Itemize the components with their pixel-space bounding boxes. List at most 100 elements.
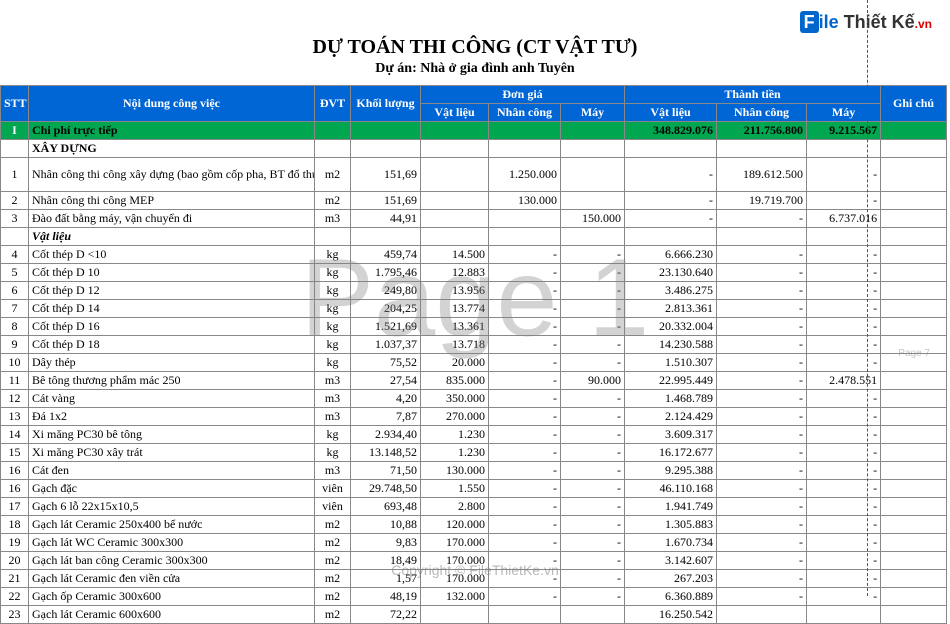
table-cell: - <box>561 408 625 426</box>
table-row: IChi phí trực tiếp348.829.076211.756.800… <box>1 122 947 140</box>
table-cell: m3 <box>315 210 351 228</box>
table-row: 16Gạch đặcviên29.748,501.550--46.110.168… <box>1 480 947 498</box>
table-cell: - <box>807 570 881 588</box>
table-cell: m3 <box>315 390 351 408</box>
table-cell: 14.230.588 <box>625 336 717 354</box>
table-cell: - <box>561 264 625 282</box>
table-cell: - <box>717 264 807 282</box>
table-cell: 9.295.388 <box>625 462 717 480</box>
table-cell <box>807 228 881 246</box>
table-cell: 130.000 <box>489 192 561 210</box>
table-cell: - <box>717 210 807 228</box>
table-cell: kg <box>315 246 351 264</box>
table-cell <box>881 516 947 534</box>
table-cell: 72,22 <box>351 606 421 624</box>
table-cell: XÂY DỰNG <box>29 140 315 158</box>
table-cell: 130.000 <box>421 462 489 480</box>
table-cell: - <box>489 588 561 606</box>
table-cell <box>351 228 421 246</box>
table-cell: - <box>561 498 625 516</box>
table-cell <box>625 228 717 246</box>
table-cell <box>881 210 947 228</box>
table-cell: 204,25 <box>351 300 421 318</box>
table-row: 14Xi măng PC30 bê tôngkg2.934,401.230--3… <box>1 426 947 444</box>
table-cell: - <box>561 318 625 336</box>
table-cell <box>421 158 489 192</box>
table-cell: Chi phí trực tiếp <box>29 122 315 140</box>
table-cell: 6.360.889 <box>625 588 717 606</box>
table-cell: 22.995.449 <box>625 372 717 390</box>
table-cell: - <box>717 426 807 444</box>
table-row: 1Nhân công thi công xây dựng (bao gồm cố… <box>1 158 947 192</box>
table-cell: Dây thép <box>29 354 315 372</box>
table-cell: - <box>561 516 625 534</box>
table-cell <box>881 246 947 264</box>
table-row: 7Cốt thép D 14kg204,2513.774--2.813.361-… <box>1 300 947 318</box>
table-cell: 10 <box>1 354 29 372</box>
table-cell: 1 <box>1 158 29 192</box>
table-cell: 835.000 <box>421 372 489 390</box>
table-cell: m2 <box>315 552 351 570</box>
table-cell: - <box>717 498 807 516</box>
table-cell: Nhân công thi công xây dựng (bao gồm cốp… <box>29 158 315 192</box>
table-cell: 1.670.734 <box>625 534 717 552</box>
table-cell <box>315 122 351 140</box>
table-cell: 1.941.749 <box>625 498 717 516</box>
table-cell: 8 <box>1 318 29 336</box>
table-cell: Gạch lát ban công Ceramic 300x300 <box>29 552 315 570</box>
table-cell: - <box>489 246 561 264</box>
table-cell <box>881 570 947 588</box>
table-cell: 120.000 <box>421 516 489 534</box>
table-cell: - <box>807 462 881 480</box>
table-cell: - <box>561 570 625 588</box>
table-cell: - <box>717 534 807 552</box>
table-row: 9Cốt thép D 18kg1.037,3713.718--14.230.5… <box>1 336 947 354</box>
table-cell <box>717 606 807 624</box>
table-cell: 75,52 <box>351 354 421 372</box>
table-cell: Cốt thép D 10 <box>29 264 315 282</box>
col-thanhtien: Thành tiền <box>625 86 881 104</box>
table-cell <box>421 228 489 246</box>
table-cell: kg <box>315 426 351 444</box>
table-cell: Bê tông thương phẩm mác 250 <box>29 372 315 390</box>
table-cell: Gạch lát WC Ceramic 300x300 <box>29 534 315 552</box>
table-cell: 4 <box>1 246 29 264</box>
table-cell <box>421 210 489 228</box>
table-cell: - <box>717 372 807 390</box>
table-cell <box>881 228 947 246</box>
table-cell: - <box>561 588 625 606</box>
table-cell: I <box>1 122 29 140</box>
table-cell <box>881 606 947 624</box>
col-tvl: Vật liệu <box>625 104 717 122</box>
table-cell: - <box>807 336 881 354</box>
table-cell: 1.550 <box>421 480 489 498</box>
table-cell <box>351 140 421 158</box>
table-cell: m2 <box>315 534 351 552</box>
table-cell: 14.500 <box>421 246 489 264</box>
table-cell <box>561 140 625 158</box>
table-body: IChi phí trực tiếp348.829.076211.756.800… <box>1 122 947 624</box>
table-cell: 693,48 <box>351 498 421 516</box>
table-cell: Cát đen <box>29 462 315 480</box>
col-tmay: Máy <box>807 104 881 122</box>
table-cell: m3 <box>315 462 351 480</box>
table-cell: kg <box>315 318 351 336</box>
col-nc: Nhân công <box>489 104 561 122</box>
table-cell: 1.250.000 <box>489 158 561 192</box>
table-cell: - <box>717 354 807 372</box>
document-subtitle: Dự án: Nhà ở gia đình anh Tuyên <box>0 61 950 77</box>
table-cell: 13.956 <box>421 282 489 300</box>
table-cell: 1.521,69 <box>351 318 421 336</box>
table-cell: - <box>717 516 807 534</box>
table-cell: - <box>489 318 561 336</box>
table-cell <box>881 390 947 408</box>
table-cell <box>881 282 947 300</box>
table-cell: 170.000 <box>421 534 489 552</box>
table-cell: m2 <box>315 158 351 192</box>
table-cell: Cốt thép D 14 <box>29 300 315 318</box>
table-cell: kg <box>315 336 351 354</box>
table-header: STT Nội dung công việc ĐVT Khối lượng Đơ… <box>1 86 947 122</box>
logo-vn: .vn <box>915 17 932 31</box>
table-cell: - <box>717 588 807 606</box>
table-cell: 4,20 <box>351 390 421 408</box>
